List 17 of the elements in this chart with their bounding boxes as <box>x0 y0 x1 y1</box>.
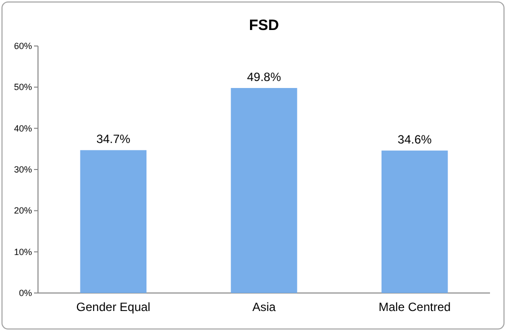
y-tick-label: 30% <box>14 164 32 174</box>
x-tick-label: Gender Equal <box>76 300 150 314</box>
data-label: 34.6% <box>398 132 432 147</box>
data-label: 49.8% <box>246 70 282 84</box>
y-tick-label: 20% <box>14 206 32 216</box>
y-tick-label: 40% <box>14 123 32 134</box>
bar <box>80 150 146 293</box>
x-tick-label: Asia <box>252 300 276 314</box>
y-tick-label: 10% <box>14 246 32 257</box>
bar <box>230 88 298 293</box>
y-tick-label: 60% <box>14 41 32 51</box>
y-tick-label: 50% <box>14 82 32 92</box>
chart-title: FSD <box>249 17 280 34</box>
bar <box>382 150 448 293</box>
y-tick-label: 0% <box>18 288 32 298</box>
data-label: 34.7% <box>96 132 131 146</box>
x-tick-label: Male Centred <box>378 300 451 314</box>
